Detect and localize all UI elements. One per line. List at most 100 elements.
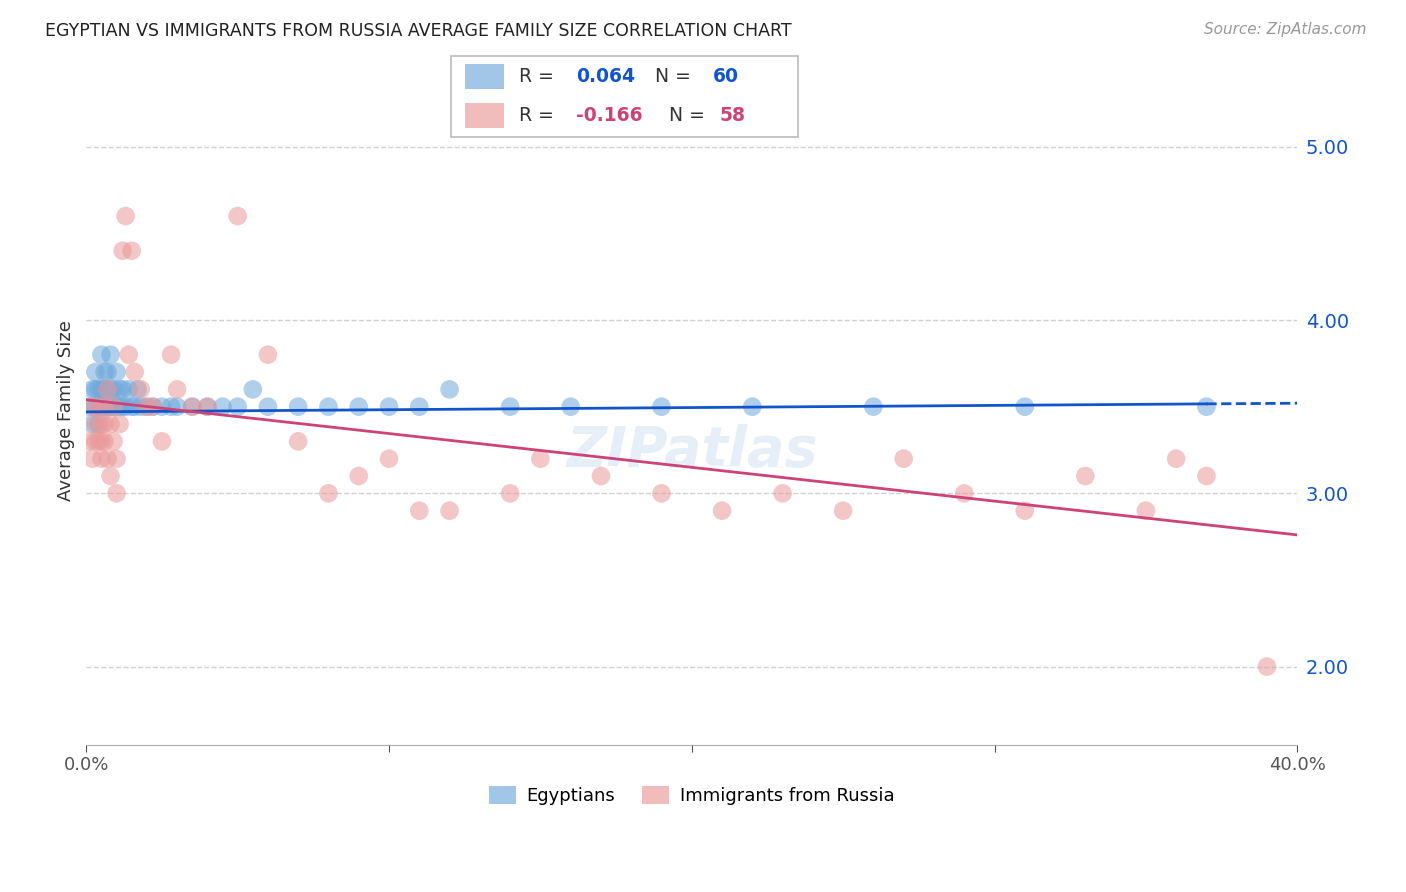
Point: [105, 451, 128, 466]
Point: [93, 434, 115, 449]
Point: [129, 400, 152, 414]
Point: [105, 365, 128, 379]
Point: [100, 383, 122, 397]
Point: [150, 400, 173, 414]
Point: [90, 451, 112, 466]
Point: [96, 400, 118, 414]
Point: [103, 400, 125, 414]
Text: 0.064: 0.064: [576, 67, 636, 86]
Point: [741, 400, 763, 414]
Point: [121, 244, 143, 258]
Point: [650, 400, 672, 414]
Point: [150, 434, 173, 449]
Point: [82, 417, 104, 431]
Point: [90, 383, 112, 397]
Point: [1195, 469, 1218, 483]
Y-axis label: Average Family Size: Average Family Size: [58, 320, 75, 501]
FancyBboxPatch shape: [451, 56, 799, 136]
Point: [226, 209, 249, 223]
Point: [197, 400, 219, 414]
Point: [862, 400, 884, 414]
Point: [79, 400, 101, 414]
Point: [90, 348, 112, 362]
Point: [114, 209, 136, 223]
Point: [90, 417, 112, 431]
Point: [711, 503, 734, 517]
Point: [1166, 451, 1188, 466]
Point: [1014, 503, 1036, 517]
Point: [96, 365, 118, 379]
Point: [211, 400, 233, 414]
Point: [378, 400, 401, 414]
Point: [408, 503, 430, 517]
Point: [114, 400, 136, 414]
Point: [318, 400, 340, 414]
Point: [111, 244, 134, 258]
Point: [1135, 503, 1157, 517]
Point: [142, 400, 165, 414]
Point: [108, 417, 131, 431]
Text: -0.166: -0.166: [576, 106, 643, 125]
Point: [82, 400, 104, 414]
Point: [589, 469, 612, 483]
Point: [439, 383, 461, 397]
Legend: Egyptians, Immigrants from Russia: Egyptians, Immigrants from Russia: [481, 779, 903, 813]
Point: [181, 400, 204, 414]
Point: [93, 365, 115, 379]
Point: [100, 400, 122, 414]
Point: [111, 383, 134, 397]
Point: [257, 400, 280, 414]
Point: [118, 383, 141, 397]
Point: [105, 400, 128, 414]
Point: [166, 400, 188, 414]
Point: [529, 451, 551, 466]
Point: [257, 348, 280, 362]
Point: [408, 400, 430, 414]
Point: [832, 503, 855, 517]
Point: [181, 400, 204, 414]
Point: [84, 417, 107, 431]
Point: [82, 383, 104, 397]
Point: [90, 400, 112, 414]
Point: [90, 434, 112, 449]
Point: [650, 486, 672, 500]
Point: [347, 400, 370, 414]
Point: [166, 383, 188, 397]
Point: [318, 486, 340, 500]
Point: [84, 400, 107, 414]
Point: [100, 417, 122, 431]
Point: [93, 417, 115, 431]
Point: [84, 434, 107, 449]
Point: [100, 348, 122, 362]
Point: [87, 400, 110, 414]
Point: [108, 383, 131, 397]
Point: [953, 486, 976, 500]
Point: [121, 400, 143, 414]
Point: [1014, 400, 1036, 414]
Text: R =: R =: [519, 106, 560, 125]
Point: [79, 434, 101, 449]
Point: [1074, 469, 1097, 483]
Point: [197, 400, 219, 414]
Point: [96, 451, 118, 466]
Point: [82, 451, 104, 466]
Point: [142, 400, 165, 414]
Point: [103, 434, 125, 449]
Text: R =: R =: [519, 67, 560, 86]
Point: [499, 400, 522, 414]
Point: [87, 400, 110, 414]
Point: [135, 400, 157, 414]
Point: [84, 365, 107, 379]
Text: EGYPTIAN VS IMMIGRANTS FROM RUSSIA AVERAGE FAMILY SIZE CORRELATION CHART: EGYPTIAN VS IMMIGRANTS FROM RUSSIA AVERA…: [45, 22, 792, 40]
Point: [124, 400, 146, 414]
Point: [105, 486, 128, 500]
Point: [287, 400, 309, 414]
Text: N =: N =: [669, 106, 711, 125]
Point: [347, 469, 370, 483]
Point: [108, 400, 131, 414]
Text: ZIPatlas: ZIPatlas: [567, 424, 817, 478]
Text: 58: 58: [720, 106, 745, 125]
Point: [160, 348, 183, 362]
Point: [93, 400, 115, 414]
FancyBboxPatch shape: [465, 63, 505, 89]
